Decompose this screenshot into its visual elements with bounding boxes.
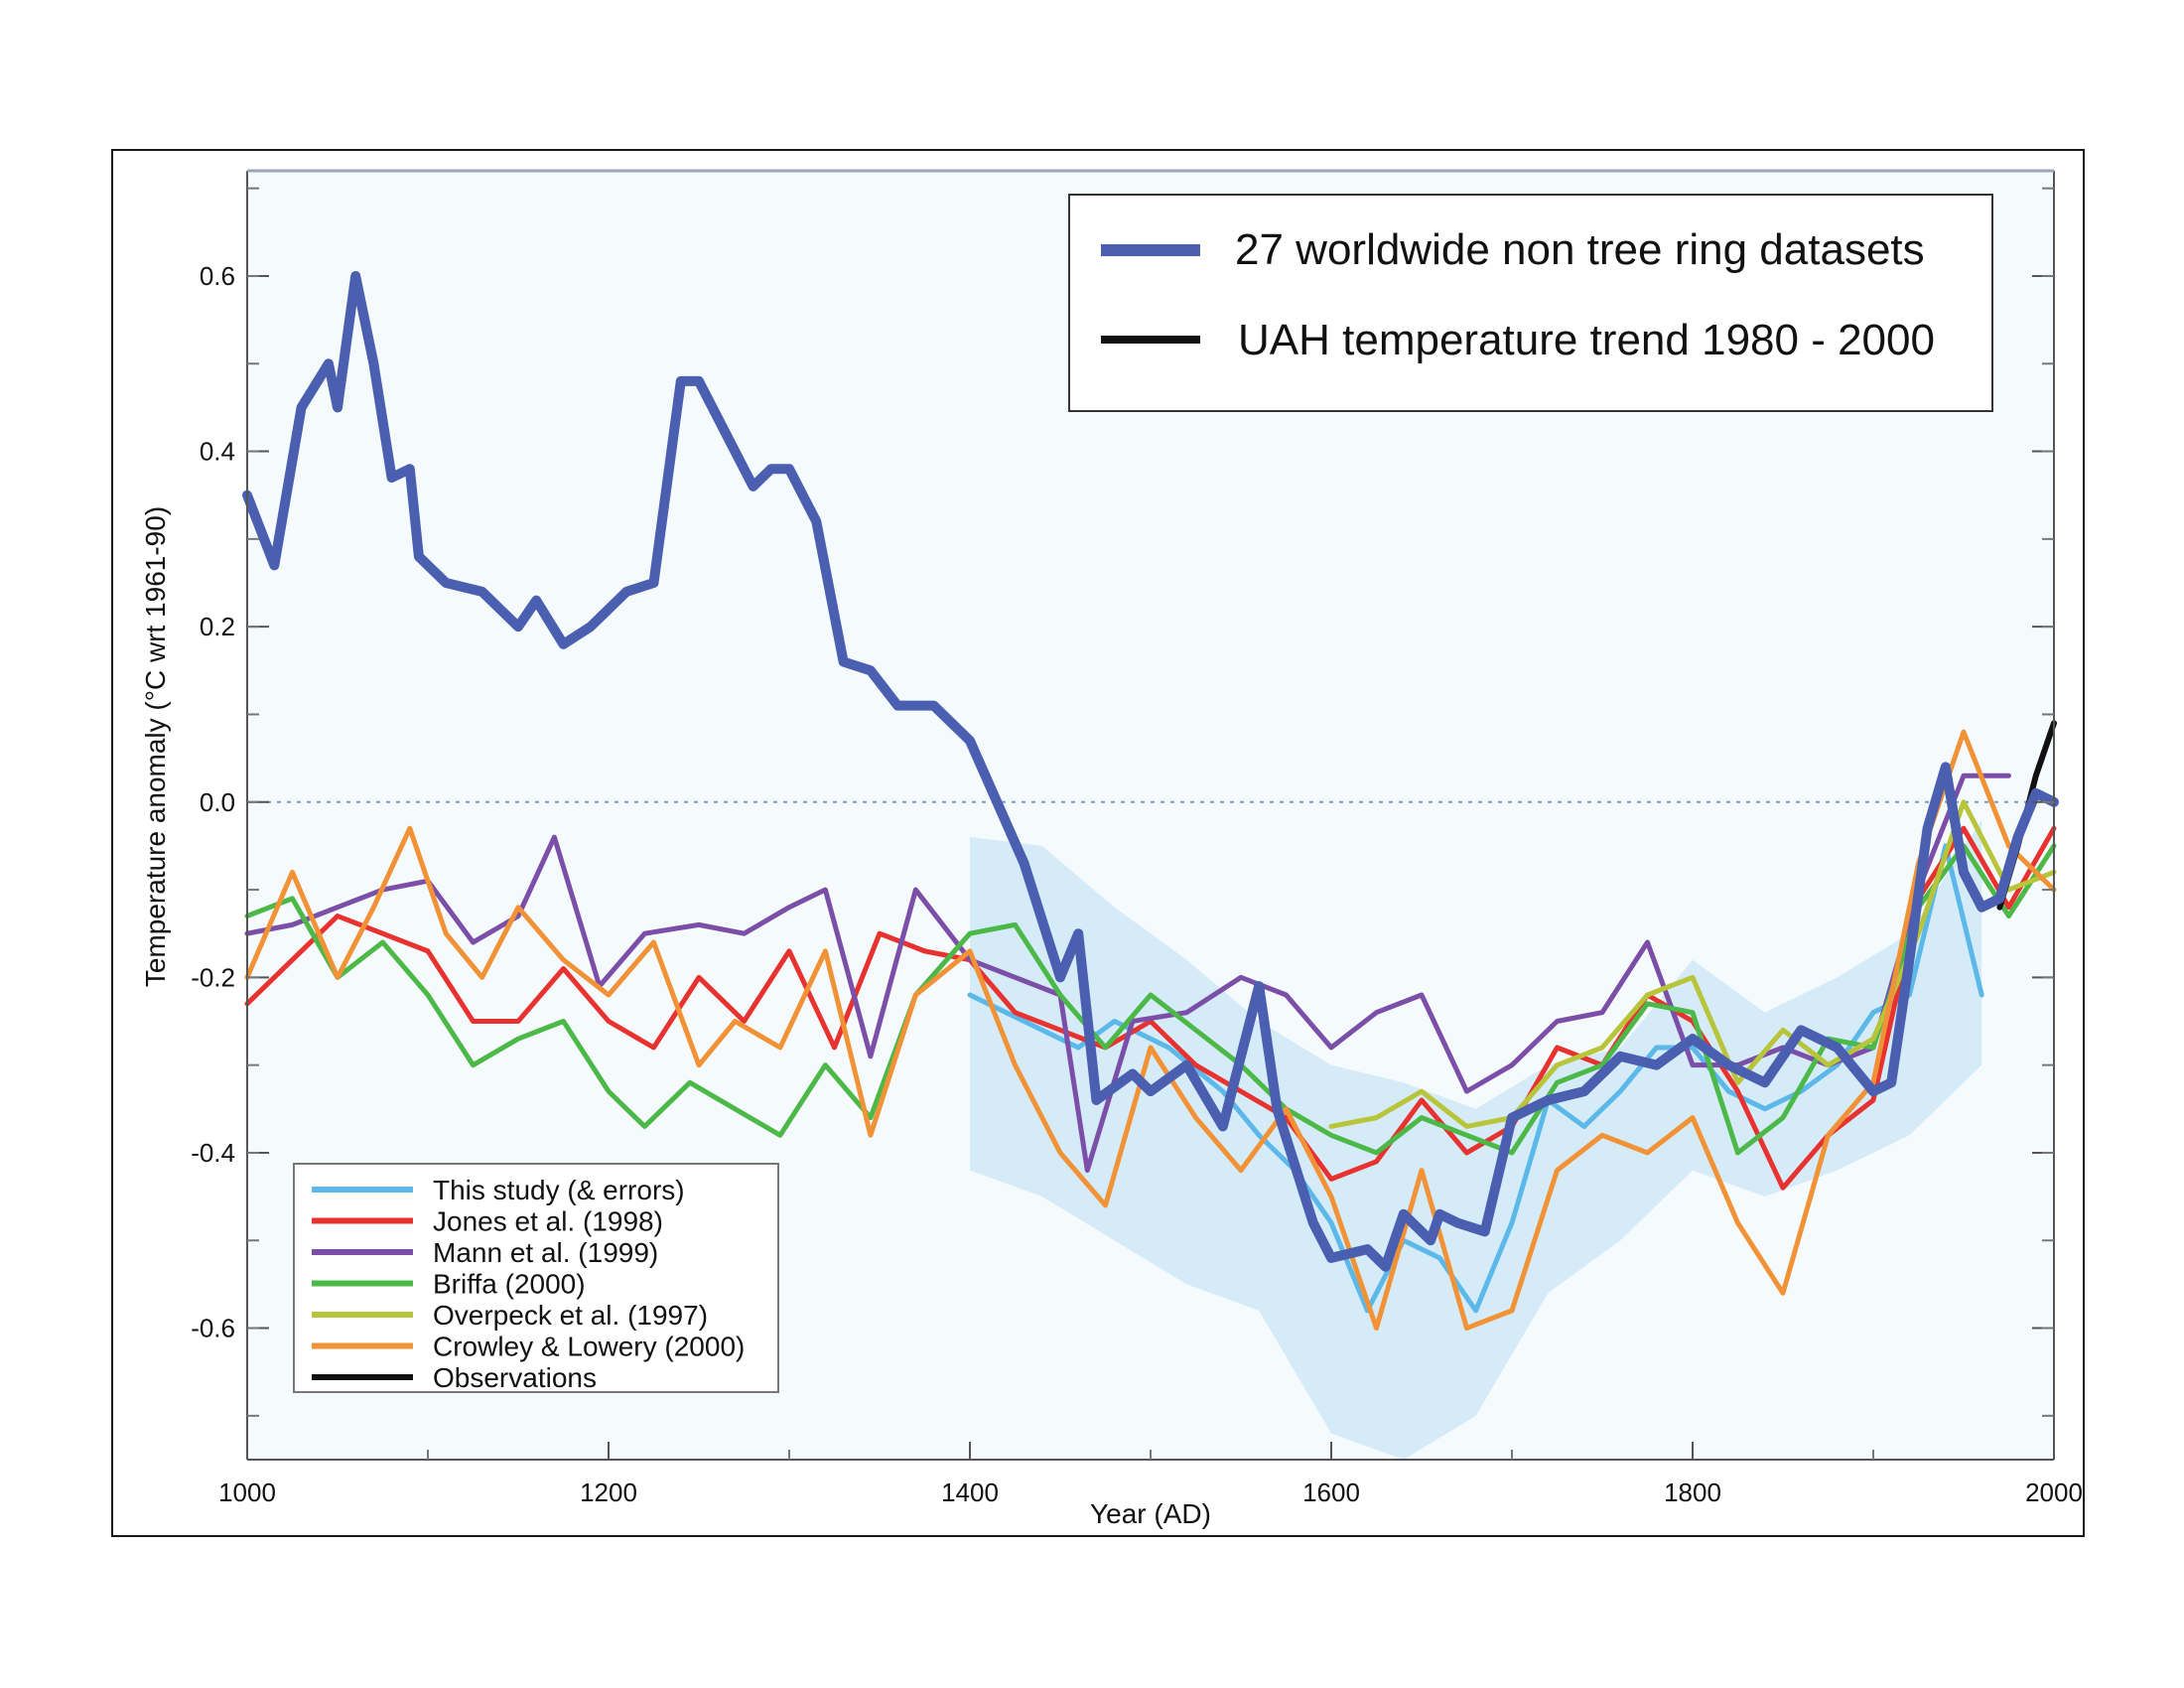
inset-legend-label: Overpeck et al. (1997) xyxy=(433,1300,708,1331)
series-line-crowley-lowery-2000 xyxy=(244,729,2057,1332)
y-tick-label: 0.6 xyxy=(200,261,235,291)
series-layer xyxy=(242,270,2059,1332)
x-tick-label: 2000 xyxy=(2025,1477,2083,1507)
x-axis-title: Year (AD) xyxy=(1090,1498,1211,1529)
ticks-layer: 0.6 0.4 0.2 0.0 -0.2 -0.4 -0.6 1000 1200 1400 1600… xyxy=(191,187,2083,1507)
series-line-overpeck-et-al-1997 xyxy=(1328,799,2057,1129)
inset-legend-box xyxy=(293,1163,779,1393)
chart-frame: 0.6 0.4 0.2 0.0 -0.2 -0.4 -0.6 1000 1200 1400 1600… xyxy=(111,149,2085,1537)
inset-legend-label: Mann et al. (1999) xyxy=(433,1237,658,1268)
series-line-jones-et-al-1998 xyxy=(244,825,2057,1191)
x-tick-label: 1000 xyxy=(218,1477,276,1507)
y-tick-label: 0.0 xyxy=(200,787,235,817)
inset-legend-label: Observations xyxy=(433,1362,597,1393)
legend-label-nontree: 27 worldwide non tree ring datasets xyxy=(1235,225,1925,274)
inset-legend-items: This study (& errors)Jones et al. (1998)… xyxy=(312,1175,745,1393)
main-legend: 27 worldwide non tree ring datasets UAH … xyxy=(1068,194,1993,412)
x-tick-label: 1600 xyxy=(1302,1477,1360,1507)
y-tick-label: 0.2 xyxy=(200,612,235,641)
y-tick-label: -0.6 xyxy=(191,1314,235,1343)
x-tick-label: 1200 xyxy=(580,1477,637,1507)
inset-legend-label: This study (& errors) xyxy=(433,1175,685,1205)
series-line-briffa-2000 xyxy=(244,843,2057,1156)
inset-legend-label: Crowley & Lowery (2000) xyxy=(433,1332,745,1362)
y-tick-label: -0.4 xyxy=(191,1138,235,1168)
y-tick-label: 0.4 xyxy=(200,437,235,467)
y-tick-label: -0.2 xyxy=(191,962,235,992)
main-legend-box xyxy=(1068,194,1993,412)
series-line-27-worldwide-non-tree-ring-datasets xyxy=(242,270,2059,1272)
temperature-anomaly-chart: 0.6 0.4 0.2 0.0 -0.2 -0.4 -0.6 1000 1200 1400 1600… xyxy=(113,151,2083,1535)
inset-legend: This study (& errors)Jones et al. (1998)… xyxy=(293,1163,779,1393)
y-axis-title: Temperature anomaly (°C wrt 1961-90) xyxy=(140,506,171,987)
legend-label-uah: UAH temperature trend 1980 - 2000 xyxy=(1238,316,1935,364)
x-tick-label: 1800 xyxy=(1664,1477,1721,1507)
inset-legend-label: Jones et al. (1998) xyxy=(433,1206,663,1237)
inset-legend-label: Briffa (2000) xyxy=(433,1269,586,1300)
x-tick-label: 1400 xyxy=(941,1477,999,1507)
